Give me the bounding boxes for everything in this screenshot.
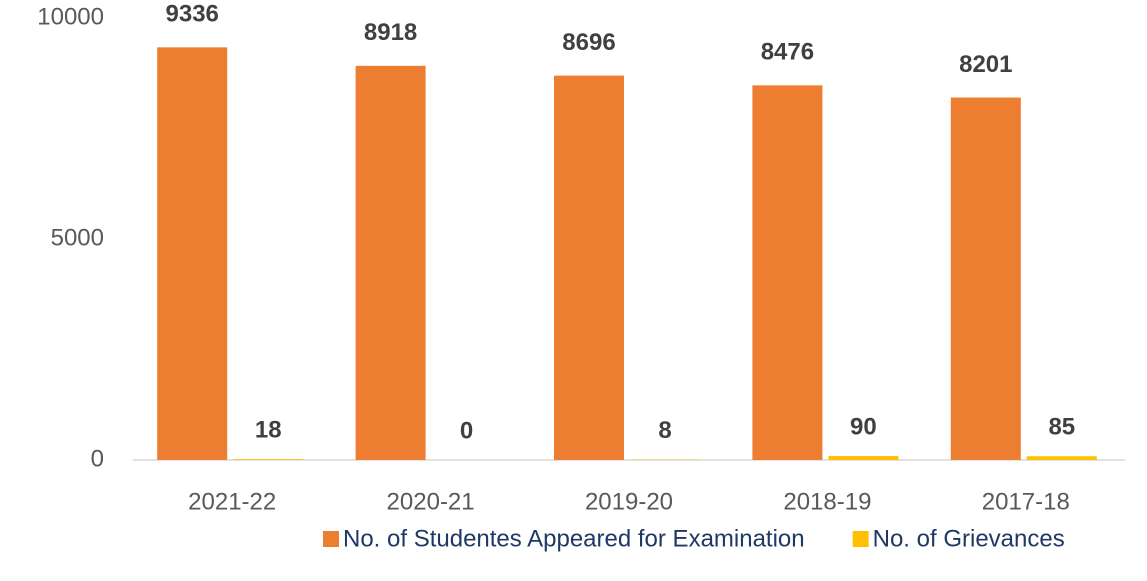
legend-label: No. of Studentes Appeared for Examinatio…: [343, 525, 805, 552]
value-label: 8918: [364, 19, 417, 46]
value-label: 90: [850, 413, 877, 440]
x-tick-label: 2017-18: [982, 488, 1070, 515]
bar: [950, 97, 1021, 460]
value-label: 8476: [761, 39, 814, 66]
value-label: 8201: [959, 51, 1012, 78]
legend-swatch: [852, 531, 869, 547]
bar: [1026, 456, 1097, 460]
bar: [355, 65, 426, 460]
value-label: 18: [255, 417, 282, 444]
value-label: 9336: [166, 1, 219, 28]
legend-label: No. of Grievances: [873, 525, 1065, 552]
legend-swatch: [323, 531, 339, 547]
x-tick-label: 2021-22: [188, 488, 276, 515]
x-tick-label: 2019-20: [585, 488, 673, 515]
x-tick-label: 2020-21: [387, 488, 475, 515]
bar: [157, 47, 228, 460]
value-label: 8696: [562, 29, 615, 56]
y-tick-label: 5000: [51, 224, 104, 251]
bar: [554, 75, 624, 460]
bar: [828, 456, 899, 460]
value-label: 85: [1048, 414, 1075, 441]
bar: [752, 85, 823, 460]
value-label: 0: [460, 417, 473, 444]
x-tick-label: 2018-19: [783, 488, 871, 515]
y-tick-label: 0: [91, 445, 104, 472]
value-label: 8: [658, 417, 671, 444]
bar: [233, 459, 304, 460]
y-tick-label: 10000: [37, 3, 104, 30]
